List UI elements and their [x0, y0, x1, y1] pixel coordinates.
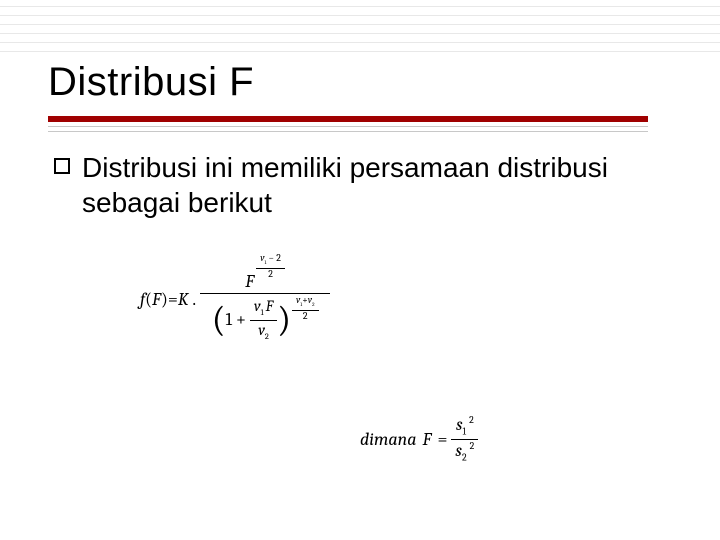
math-plus: +: [236, 310, 246, 330]
bullet-item: Distribusi ini memiliki persamaan distri…: [54, 150, 654, 220]
math-oe-s2: 2: [312, 302, 315, 308]
square-bullet-icon: [54, 158, 70, 174]
math-s2-sup: 2: [470, 441, 475, 452]
math-num-exponent-frac: v1 − 2 2: [256, 253, 285, 282]
math-sub-2: 2: [265, 332, 269, 342]
math-one: 1: [225, 310, 232, 330]
math-paren-close: ): [161, 289, 168, 310]
math-den-inner-num: v1F: [250, 297, 277, 319]
math-outer-exponent: v1+v2 2: [292, 295, 319, 324]
top-ruled-lines: [0, 0, 720, 56]
formula-distribution-equation: f ( F ) = K . F v1 − 2 2: [140, 252, 330, 347]
underline-thin-2: [48, 131, 648, 132]
math-K: K: [178, 289, 189, 310]
math-v1: v: [254, 297, 261, 315]
math-sub-1: 1: [261, 308, 264, 318]
math-s-num: s12: [452, 414, 478, 439]
math-num-F: F: [245, 272, 254, 292]
underline-thin-1: [48, 126, 648, 127]
math-inner-F: F: [266, 297, 274, 315]
formula-dimana-F: dimana F = s12 s22: [360, 414, 478, 466]
math-paren-open: (: [145, 289, 152, 310]
math-s1-sup: 2: [469, 415, 474, 426]
math-eq2: =: [437, 429, 447, 450]
math-bigparen-open: (: [212, 302, 226, 338]
math-bigparen-close: ): [277, 302, 291, 338]
math-s-fraction: s12 s22: [451, 414, 478, 466]
ruled-line: [0, 33, 720, 34]
bullet-text: Distribusi ini memiliki persamaan distri…: [82, 150, 654, 220]
ruled-line: [0, 42, 720, 43]
math-s-den: s22: [451, 440, 478, 465]
math-s1-sub: 1: [463, 427, 467, 438]
title-container: Distribusi F: [48, 60, 254, 105]
math-num-exp-bottom: 2: [264, 269, 277, 282]
page-title: Distribusi F: [48, 60, 254, 105]
math-F-arg: F: [152, 289, 161, 310]
math-F2: F: [422, 429, 431, 450]
math-main-fraction: F v1 − 2 2 ( 1 +: [200, 252, 330, 347]
math-minus2: − 2: [269, 253, 281, 264]
math-sub1: 1: [265, 260, 267, 266]
math-dimana: dimana: [360, 429, 416, 450]
math-num-exp-top: v1 − 2: [256, 253, 285, 268]
ruled-line: [0, 51, 720, 52]
ruled-line: [0, 24, 720, 25]
ruled-line: [0, 6, 720, 7]
underline-red-bar: [48, 116, 648, 122]
math-denominator: ( 1 + v1F v2 ): [208, 294, 323, 347]
ruled-line: [0, 15, 720, 16]
math-equals: =: [168, 289, 178, 310]
math-dot: .: [192, 289, 196, 310]
math-den-inner-frac: v1F v2: [250, 297, 277, 343]
title-underline: [48, 116, 648, 132]
math-outer-exp-num: v1+v2: [292, 295, 319, 310]
math-numerator: F v1 − 2 2: [200, 252, 330, 293]
math-v2: v: [258, 321, 265, 339]
math-den-inner-den: v2: [254, 321, 273, 343]
math-outer-exp-den: 2: [299, 311, 312, 324]
math-s2-sub: 2: [462, 453, 467, 464]
